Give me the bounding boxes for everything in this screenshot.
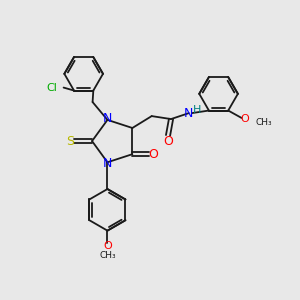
Text: N: N [184, 106, 194, 120]
Text: O: O [103, 241, 112, 250]
Text: N: N [103, 112, 112, 125]
Text: O: O [148, 148, 158, 161]
Text: CH₃: CH₃ [99, 251, 116, 260]
Text: Cl: Cl [47, 82, 58, 93]
Text: N: N [103, 157, 112, 170]
Text: O: O [163, 135, 173, 148]
Text: CH₃: CH₃ [256, 118, 272, 127]
Text: H: H [193, 105, 202, 115]
Text: O: O [240, 114, 249, 124]
Text: S: S [66, 135, 74, 148]
